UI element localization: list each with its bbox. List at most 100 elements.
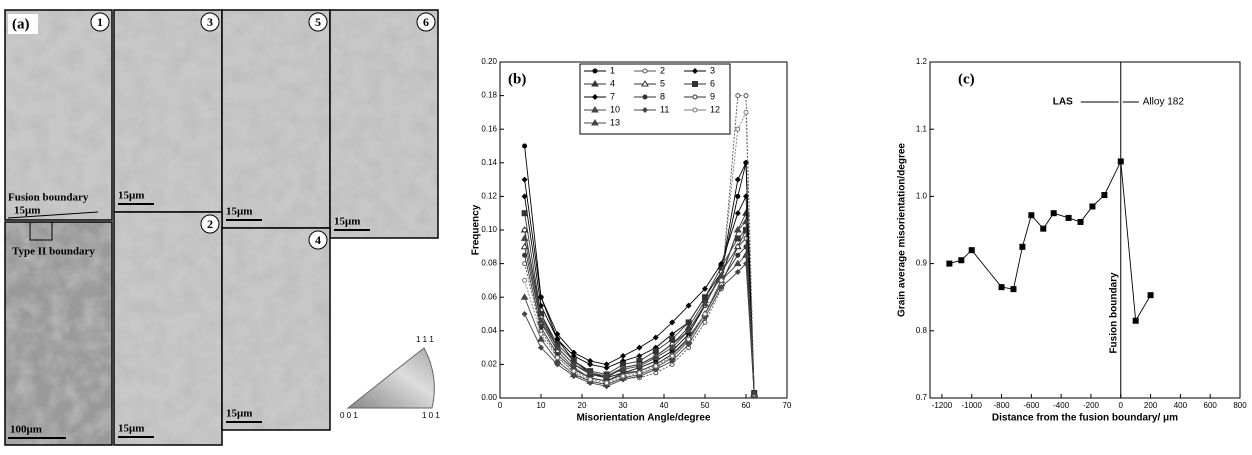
y-tick-label: 0.12 xyxy=(481,192,497,201)
marker xyxy=(538,311,544,317)
marker xyxy=(520,234,529,241)
marker xyxy=(652,334,659,341)
marker xyxy=(569,360,578,367)
legend-marker xyxy=(592,94,598,100)
marker xyxy=(742,217,750,225)
x-tick-label: 40 xyxy=(660,401,669,410)
marker xyxy=(1028,212,1035,219)
marker xyxy=(733,226,742,233)
marker xyxy=(684,326,693,334)
tile-number: 5 xyxy=(315,15,321,29)
y-axis-label: Grain average misorientation/degree xyxy=(897,143,908,317)
scale-label: 15μm xyxy=(118,423,144,435)
micrograph-panel: 1 3 15μm 5 15μm 6 15μm 2 15μm 4 15μm (a) Fusion boun… xyxy=(4,9,439,446)
marker xyxy=(522,277,528,283)
series-line xyxy=(524,254,755,395)
micrograph-border xyxy=(329,9,439,239)
marker xyxy=(620,353,626,359)
x-tick-label: -1200 xyxy=(932,401,953,410)
ipf-label: 1 1 1 xyxy=(416,335,434,344)
x-axis-label: Misorientation Angle/degree xyxy=(576,413,711,424)
legend-marker xyxy=(692,68,698,74)
x-tick-label: 800 xyxy=(1233,401,1247,410)
series-line xyxy=(524,262,755,395)
marker xyxy=(968,247,975,254)
legend-label: 2 xyxy=(660,65,665,75)
x-tick-label: -800 xyxy=(994,401,1011,410)
marker xyxy=(669,336,676,343)
marker xyxy=(537,335,545,342)
y-tick-label: 0.9 xyxy=(916,259,928,268)
x-axis-label: Distance from the fusion boundary/ μm xyxy=(992,413,1178,424)
legend-marker xyxy=(641,80,649,87)
tile-number: 2 xyxy=(207,217,213,231)
marker xyxy=(669,353,675,359)
marker xyxy=(538,344,544,351)
inset-box xyxy=(29,221,53,241)
marker xyxy=(668,343,677,351)
x-tick-label: 60 xyxy=(742,401,751,410)
marker xyxy=(553,343,562,351)
marker xyxy=(603,364,610,371)
marker xyxy=(571,368,577,374)
x-tick-label: -600 xyxy=(1023,401,1040,410)
micrograph-border xyxy=(4,221,113,446)
marker xyxy=(734,269,741,275)
legend-marker xyxy=(692,81,698,87)
marker xyxy=(669,331,676,338)
ipf-label: 1 0 1 xyxy=(422,411,440,420)
marker xyxy=(620,373,626,379)
marker xyxy=(702,311,708,317)
micrograph-texture xyxy=(114,212,222,445)
marker xyxy=(570,349,577,356)
marker xyxy=(538,331,544,337)
marker xyxy=(701,299,709,307)
legend-label: 5 xyxy=(660,78,665,88)
panel-label: (a) xyxy=(12,16,30,32)
marker xyxy=(1132,317,1139,324)
marker xyxy=(1089,203,1096,210)
marker xyxy=(620,361,626,368)
legend-marker xyxy=(592,68,598,74)
y-tick-label: 0.06 xyxy=(481,292,497,301)
marker xyxy=(1019,243,1026,250)
marker xyxy=(636,344,643,351)
legend-marker xyxy=(591,106,599,113)
marker xyxy=(669,319,676,326)
marker xyxy=(686,336,692,342)
legend-label: 9 xyxy=(710,91,715,101)
micrograph-texture xyxy=(222,228,330,430)
marker xyxy=(522,252,528,258)
marker xyxy=(587,377,593,383)
marker xyxy=(619,365,627,372)
tile-number: 3 xyxy=(207,15,213,29)
micrograph-texture xyxy=(5,10,112,220)
legend-marker xyxy=(591,119,599,126)
marker xyxy=(669,358,676,365)
marker xyxy=(651,353,660,361)
marker xyxy=(636,353,643,359)
x-tick-label: 20 xyxy=(578,401,587,410)
tile-number: 1 xyxy=(97,15,103,29)
marker xyxy=(604,380,610,386)
marker xyxy=(702,294,708,301)
scale-label: 15μm xyxy=(118,190,144,202)
marker xyxy=(537,316,545,324)
legend-marker xyxy=(692,94,698,100)
micrograph-texture xyxy=(5,222,112,445)
marker xyxy=(718,277,724,283)
y-tick-label: 0.18 xyxy=(481,91,497,100)
legend-label: 4 xyxy=(610,78,615,88)
marker xyxy=(602,372,611,379)
marker xyxy=(587,361,594,368)
legend-label: 10 xyxy=(610,104,620,114)
ipf-shape xyxy=(346,347,435,409)
micrograph-border xyxy=(4,9,113,221)
legend-box xyxy=(579,63,731,135)
y-tick-label: 0.14 xyxy=(481,158,497,167)
y-tick-label: 0.8 xyxy=(916,326,928,335)
ipf-label: 0 0 1 xyxy=(340,411,358,420)
marker xyxy=(554,361,561,368)
micrograph-texture xyxy=(330,10,438,238)
marker xyxy=(570,373,577,380)
